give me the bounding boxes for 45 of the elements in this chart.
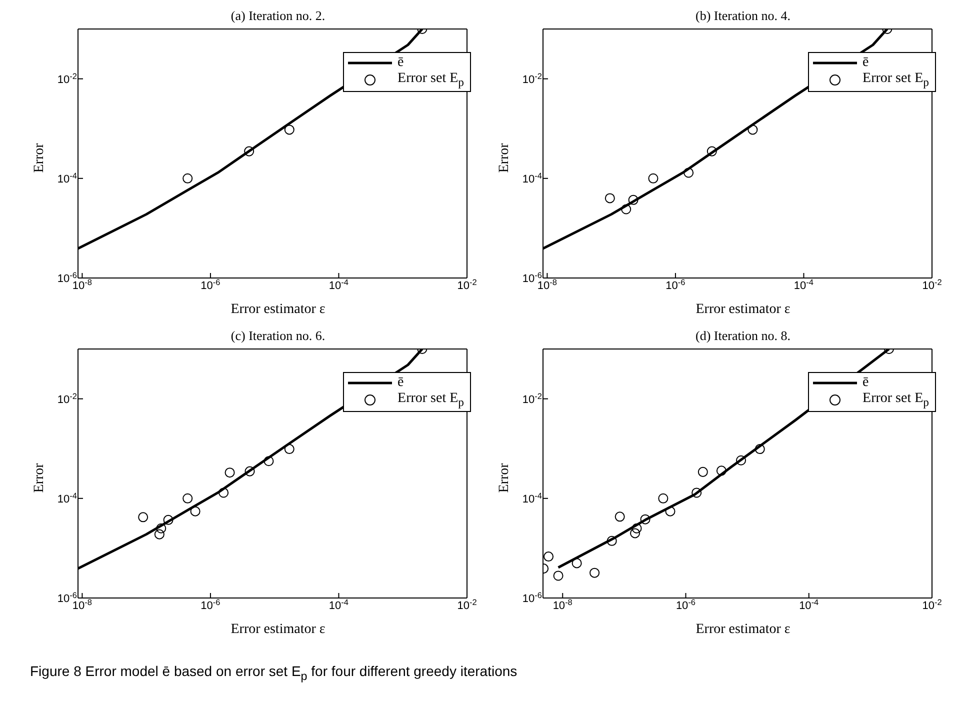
chart-title: (b) Iteration no. 4. [694, 8, 792, 24]
x-tick-label: 10$^{-4}$ [328, 278, 349, 292]
chart-title: (d) Iteration no. 8. [694, 328, 792, 344]
y-tick-label: 10$^{-4}$ [522, 170, 542, 186]
y-tick-label: 10$^{-2}$ [522, 71, 542, 86]
legend-label: ē [862, 55, 869, 71]
y-tick-label: 10$^{-2}$ [57, 391, 78, 406]
legend-label: ē [862, 375, 869, 391]
x-axis-title: Error estimator ε [230, 622, 326, 638]
y-axis-title: Error [497, 143, 513, 173]
y-tick-label: 10$^{-4}$ [57, 170, 78, 186]
y-tick-label: 10$^{-4}$ [57, 490, 78, 506]
y-axis-title: Error [32, 143, 48, 173]
x-tick-label: 10$^{-6}$ [200, 278, 221, 292]
x-tick-label: 10$^{-6}$ [200, 598, 221, 612]
y-tick-label: 10$^{-2}$ [57, 71, 78, 86]
x-tick-label: 10$^{-4}$ [794, 278, 814, 292]
x-tick-label: 10$^{-8}$ [72, 598, 92, 612]
x-tick-label: 10$^{-4}$ [328, 598, 349, 612]
x-axis-title: Error estimator ε [230, 302, 326, 318]
x-tick-label: 10$^{-2}$ [457, 278, 478, 292]
caption: Figure 8 Error model ē based on error set E$_{p}$ for four different greedy iterations [30, 663, 518, 683]
legend-label: Error set E$_{p}$ [862, 71, 929, 89]
x-tick-label: 10$^{-6}$ [666, 278, 686, 292]
x-tick-label: 10$^{-2}$ [922, 598, 942, 612]
y-axis-title: Error [32, 463, 48, 493]
legend-label: ē [398, 55, 404, 71]
legend-label: Error set E$_{p}$ [398, 391, 464, 409]
x-axis-title: Error estimator ε [694, 622, 792, 638]
y-tick-label: 10$^{-4}$ [522, 490, 542, 506]
legend-label: Error set E$_{p}$ [398, 71, 464, 89]
x-axis-title: Error estimator ε [694, 302, 792, 318]
x-tick-label: 10$^{-2}$ [457, 598, 478, 612]
chart-title: (c) Iteration no. 6. [230, 328, 326, 344]
x-tick-label: 10$^{-2}$ [922, 278, 942, 292]
y-tick-label: 10$^{-2}$ [522, 391, 542, 406]
y-axis-title: Error [497, 463, 513, 493]
legend-label: Error set E$_{p}$ [862, 391, 929, 409]
legend-label: ē [398, 375, 404, 391]
x-tick-label: 10$^{-8}$ [72, 278, 92, 292]
chart-title: (a) Iteration no. 2. [230, 8, 326, 24]
x-tick-label: 10$^{-8}$ [552, 598, 573, 612]
x-tick-label: 10$^{-6}$ [676, 598, 696, 612]
x-tick-label: 10$^{-8}$ [537, 278, 558, 292]
x-tick-label: 10$^{-4}$ [799, 598, 820, 612]
